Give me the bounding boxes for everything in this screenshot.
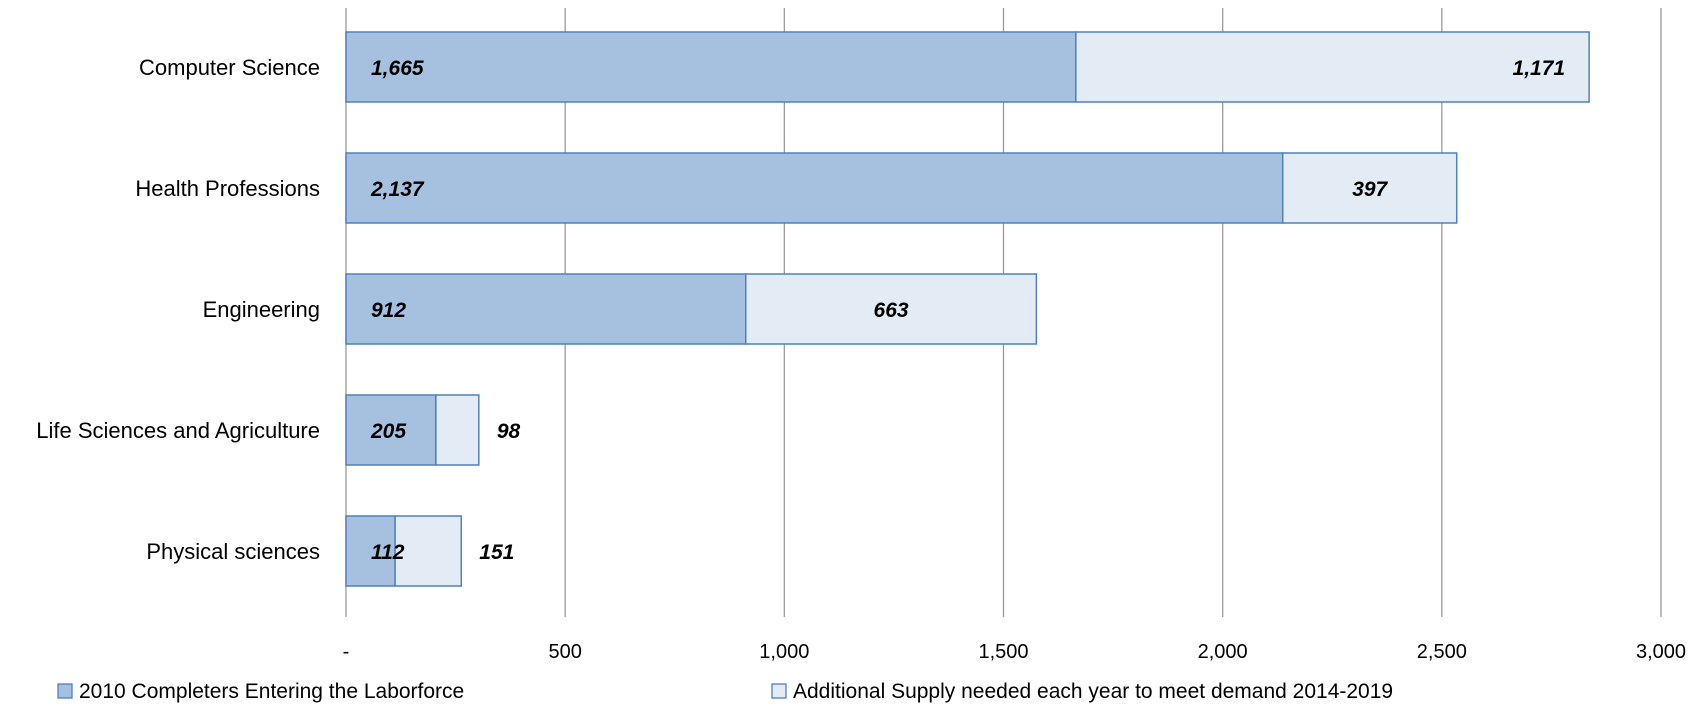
data-label: 151 bbox=[479, 541, 514, 564]
category-label: Physical sciences bbox=[146, 539, 320, 564]
data-labels: 1,665 1,171 2,137 397 912 663 205 98 112 151 bbox=[370, 57, 1565, 564]
bar-segment bbox=[345, 394, 437, 466]
category-label: Health Professions bbox=[135, 176, 320, 201]
data-label: 663 bbox=[874, 299, 909, 322]
data-label: 397 bbox=[1352, 178, 1388, 201]
data-label: 2,137 bbox=[370, 178, 425, 201]
bar-segment bbox=[1281, 152, 1458, 224]
legend-label: Additional Supply needed each year to me… bbox=[793, 680, 1393, 703]
category-label: Computer Science bbox=[139, 55, 320, 80]
category-label: Life Sciences and Agriculture bbox=[36, 418, 320, 443]
x-tick-label: 3,000 bbox=[1636, 641, 1686, 663]
legend: 2010 Completers Entering the Laborforce A… bbox=[57, 680, 1393, 703]
legend-swatch bbox=[771, 683, 787, 699]
legend-swatch bbox=[57, 683, 73, 699]
x-tick-label: 2,000 bbox=[1198, 641, 1248, 663]
data-label: 1,665 bbox=[371, 57, 424, 80]
bar-segment bbox=[394, 515, 463, 587]
x-tick-label: 2,500 bbox=[1417, 641, 1467, 663]
data-label: 98 bbox=[497, 420, 521, 443]
data-label: 112 bbox=[371, 541, 405, 564]
x-tick-label: 1,500 bbox=[978, 641, 1028, 663]
data-label: 912 bbox=[371, 299, 406, 322]
x-tick-label: 500 bbox=[548, 641, 581, 663]
bar-segment bbox=[745, 273, 1038, 345]
category-label: Engineering bbox=[203, 297, 320, 322]
bar-segment bbox=[345, 31, 1077, 103]
x-tick-label: - bbox=[343, 641, 350, 663]
bar-segment bbox=[435, 394, 480, 466]
x-tick-labels: - 500 1,000 1,500 2,000 2,500 3,000 bbox=[343, 641, 1686, 663]
bar-segment bbox=[1075, 31, 1590, 103]
bar-segment bbox=[345, 515, 396, 587]
data-label: 1,171 bbox=[1513, 57, 1566, 80]
category-labels: Computer Science Health Professions Engine… bbox=[36, 55, 320, 564]
data-label: 205 bbox=[370, 420, 406, 443]
bars bbox=[345, 31, 1590, 587]
x-tick-label: 1,000 bbox=[759, 641, 809, 663]
legend-label: 2010 Completers Entering the Laborforce bbox=[79, 680, 464, 703]
bar-segment bbox=[345, 273, 747, 345]
bar-segment bbox=[345, 152, 1284, 224]
